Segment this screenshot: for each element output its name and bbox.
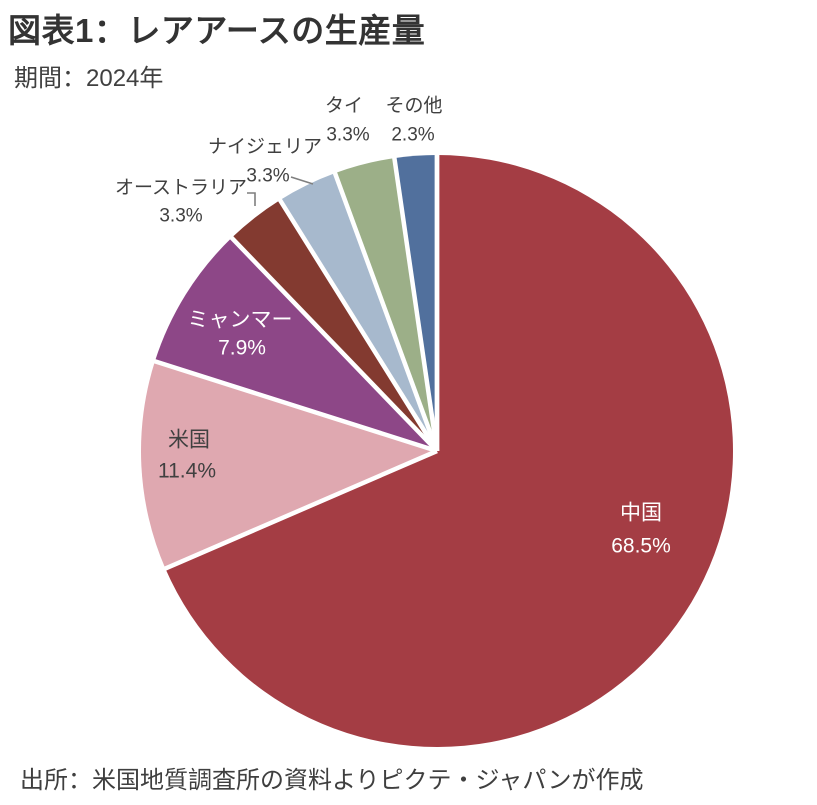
slice-separator [163,448,438,572]
slice-separator [392,156,440,452]
pie-slice-オーストラリア [231,200,437,451]
slice-separator [277,198,439,453]
pie-slice-中国 [165,155,733,747]
leader-line-australia [247,192,256,206]
pie-slice-ナイジェリア [279,173,437,451]
pie-slice-ミャンマー [154,237,438,451]
chart-source: 出所：米国地質調査所の資料よりピクテ・ジャパンが作成 [20,767,644,794]
chart-title: 図表1：レアアースの生産量 [8,12,426,49]
slice-separator [332,171,440,452]
chart-period: 期間：2024年 [14,65,164,92]
leader-line-nigeria [290,176,314,185]
pie-slice-米国 [140,361,438,569]
slice-separator [153,358,438,454]
slice-separator [229,235,439,453]
